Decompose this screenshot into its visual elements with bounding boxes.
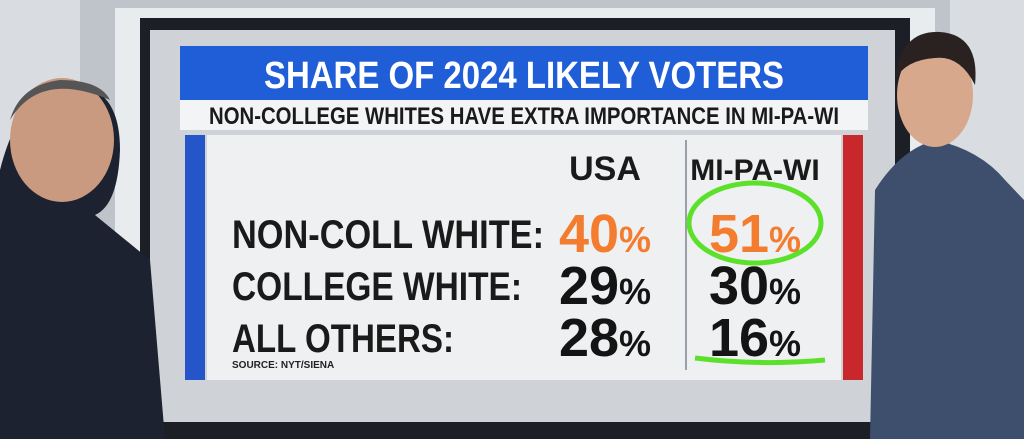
presenter-right-hair (895, 31, 976, 85)
presenter-left-head (10, 78, 114, 202)
underline (694, 355, 826, 366)
highlight-circle (686, 180, 824, 266)
row-label: COLLEGE WHITE: (232, 265, 522, 309)
cell-value: 16% (709, 308, 801, 368)
source: SOURCE: NYT/SIENA (232, 360, 334, 371)
column-header: USA (569, 150, 641, 188)
row-label: ALL OTHERS: (232, 317, 454, 361)
cell-value: 30% (709, 256, 801, 316)
cell-value: 29% (559, 256, 651, 316)
subtitle: NON-COLLEGE WHITES HAVE EXTRA IMPORTANCE… (209, 103, 839, 130)
presenter-left-hair (10, 80, 110, 120)
left-stripe (185, 135, 205, 380)
subtitle-bar (180, 100, 868, 130)
right-stripe (843, 135, 863, 380)
cell-value: 28% (559, 308, 651, 368)
title: SHARE OF 2024 LIKELY VOTERS (264, 55, 784, 97)
cell-value: 40% (559, 204, 651, 264)
presenter-right (870, 140, 1024, 439)
title-bar (180, 46, 868, 100)
table-panel (207, 135, 841, 380)
presenter-right-head (897, 43, 973, 147)
row-label: NON-COLL WHITE: (232, 213, 544, 257)
